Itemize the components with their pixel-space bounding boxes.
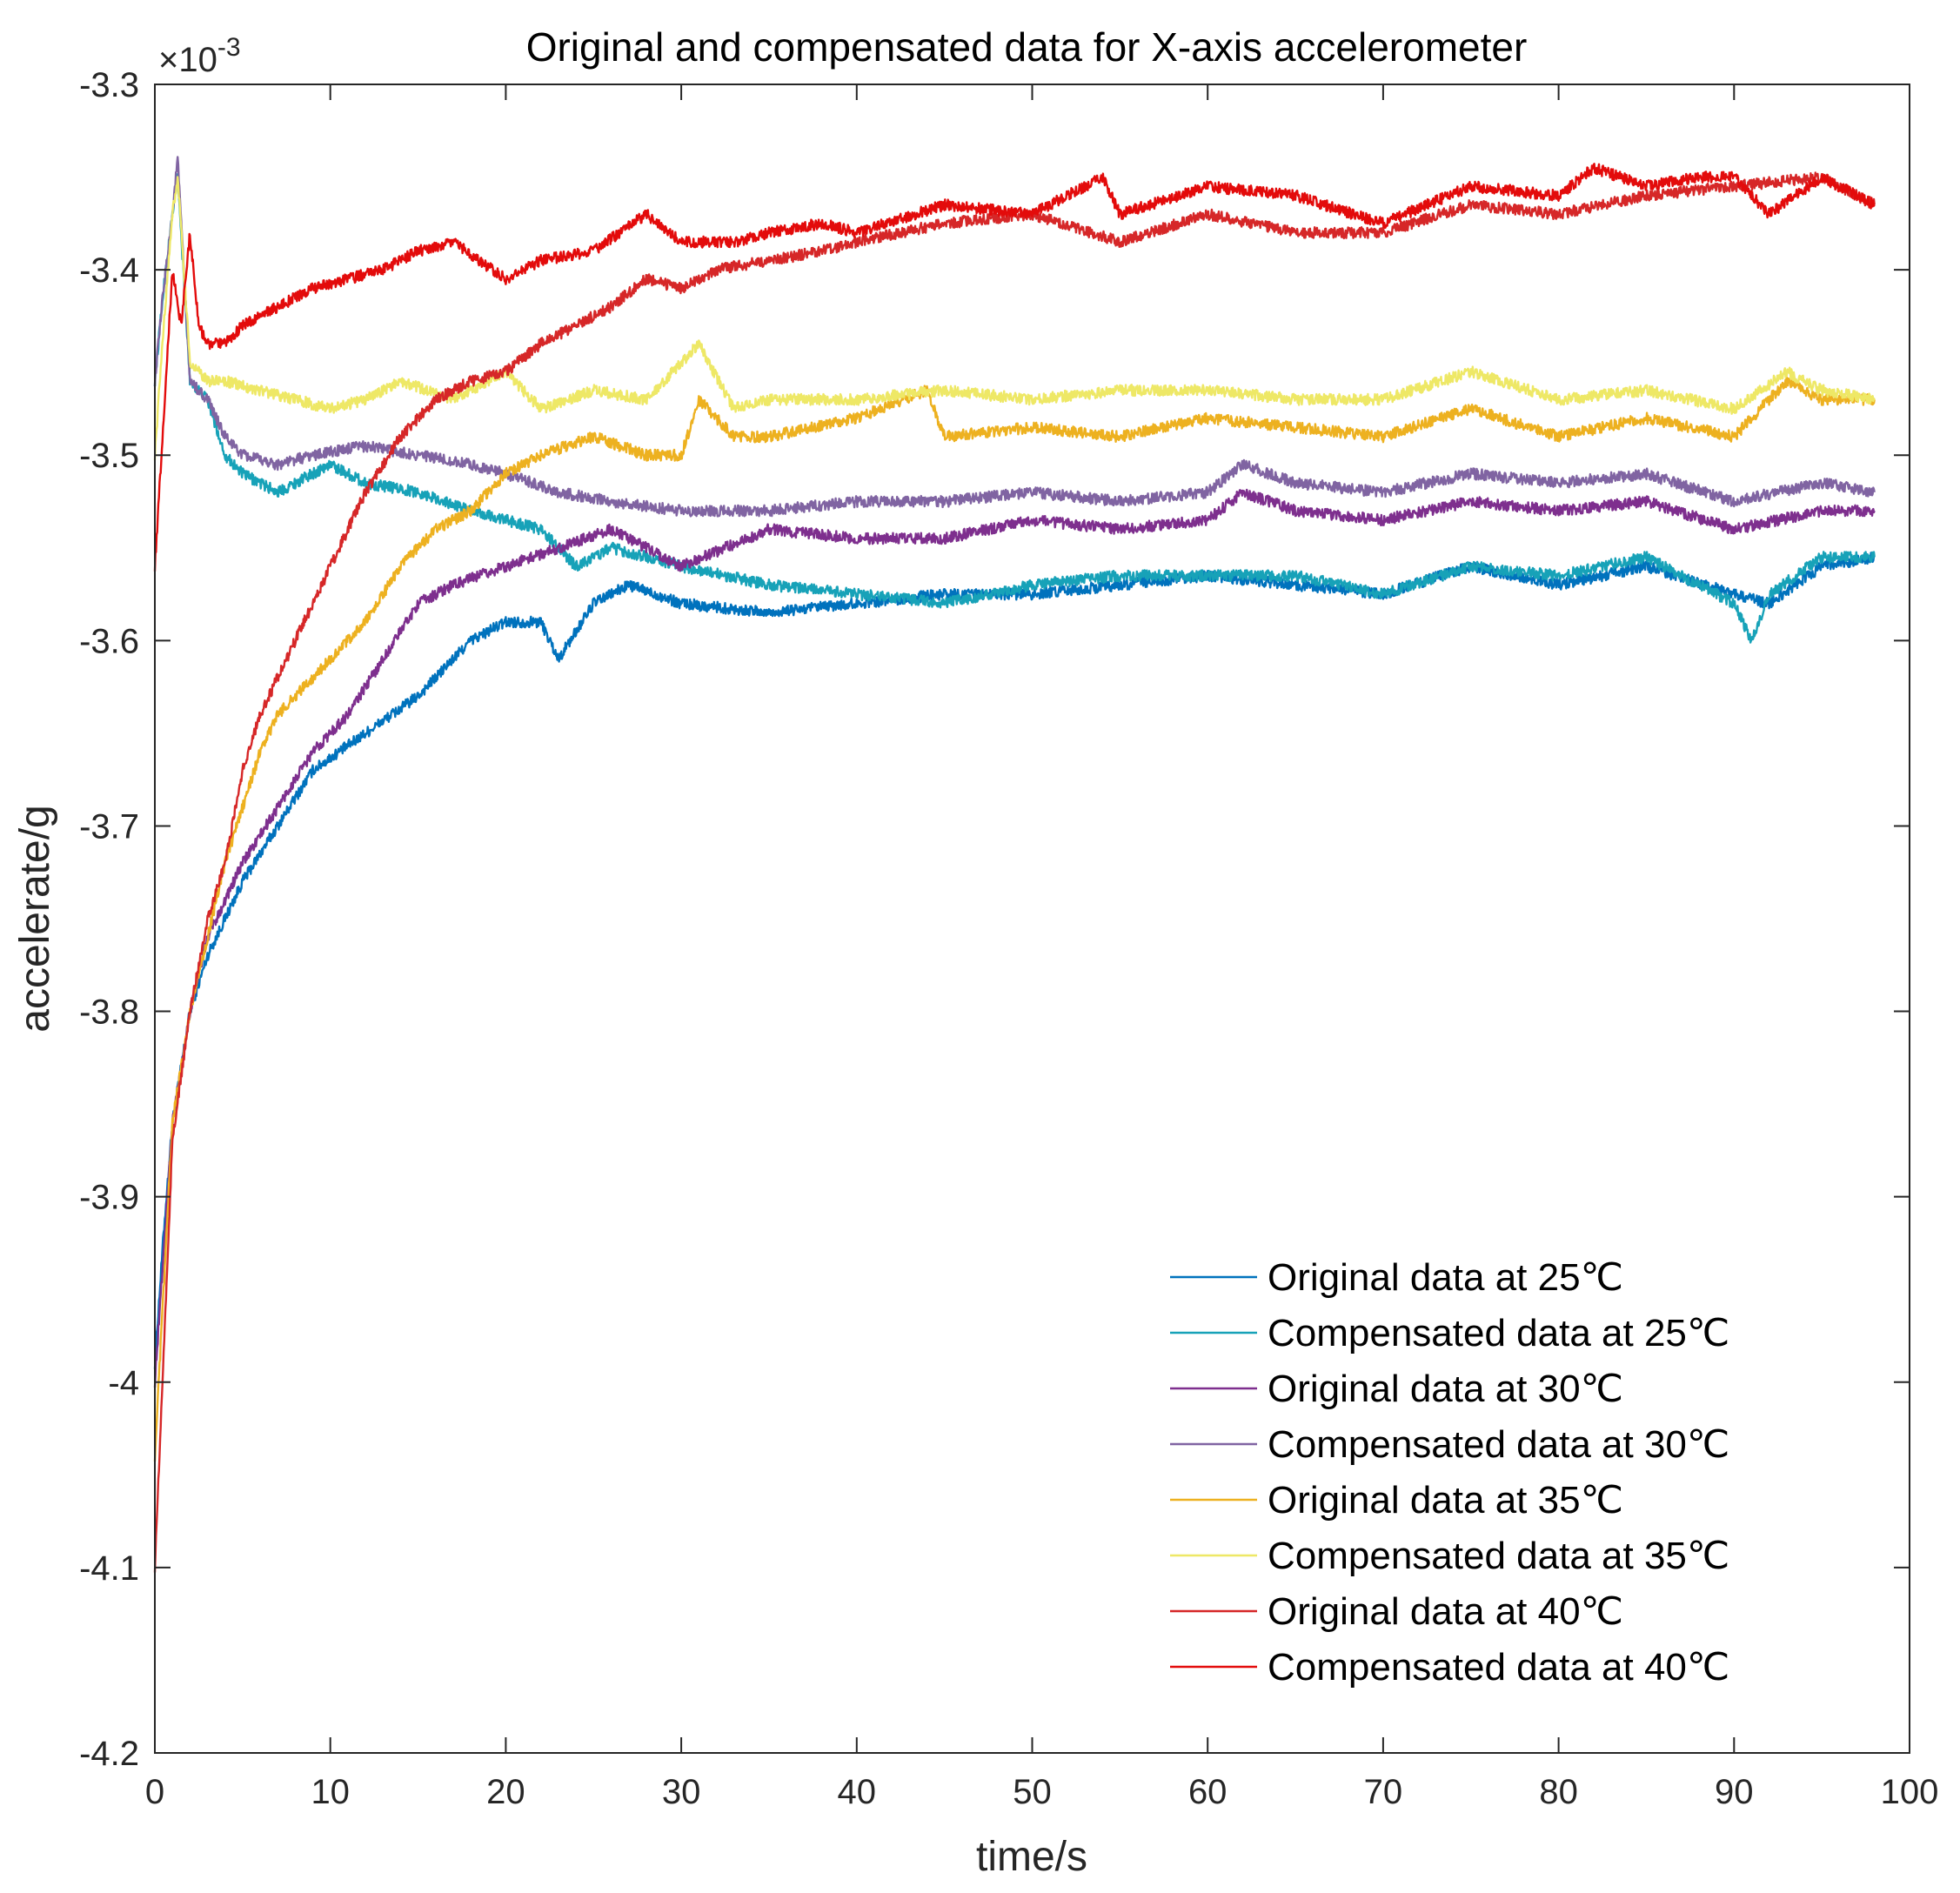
x-tick-label: 100 [1881,1773,1939,1811]
legend-label-1: Original data at 25℃ [1268,1256,1623,1299]
legend: Original data at 25℃ Compensated data at … [1170,1256,1729,1689]
legend-label-3: Original data at 30℃ [1268,1368,1623,1410]
y-tick-label: -3.6 [79,622,139,660]
y-tick-label: -4 [108,1364,139,1402]
x-tick-label: 10 [311,1773,350,1811]
series-line-5 [153,376,1876,1462]
series-line-8 [153,163,1876,572]
legend-label-6: Compensated data at 35℃ [1268,1535,1729,1577]
x-tick-label: 80 [1539,1773,1578,1811]
plot-background [155,84,1910,1753]
legend-label-5: Original data at 35℃ [1268,1479,1623,1522]
y-axis-exponent-power: -3 [217,33,241,62]
y-tick-label: -3.4 [79,251,139,290]
series-line-2 [153,172,1876,644]
legend-label-4: Compensated data at 30℃ [1268,1423,1729,1466]
x-axis-label: time/s [976,1834,1087,1880]
legend-label-2: Compensated data at 25℃ [1268,1312,1729,1355]
y-tick-label: -4.1 [79,1549,139,1588]
y-tick-label: -4.2 [79,1735,139,1773]
x-tick-label: 20 [486,1773,525,1811]
y-tick-label: -3.9 [79,1179,139,1217]
x-tick-label: 30 [662,1773,701,1811]
series-line-4 [153,156,1876,518]
x-tick-label: 70 [1364,1773,1403,1811]
y-tick-label: -3.5 [79,437,139,475]
series-line-3 [153,488,1876,1388]
x-tick-label: 50 [1013,1773,1052,1811]
plot-area [153,84,1910,1754]
series-layer [153,156,1876,1573]
x-tick-label: 40 [838,1773,877,1811]
x-tick-labels: 0 10 20 30 40 50 60 70 80 90 100 [145,1773,1939,1811]
y-tick-labels: -3.3 -3.4 -3.5 -3.6 -3.7 -3.8 -3.9 -4 -4.1 -4.2 [79,66,139,1773]
y-axis-exponent: ×10-3 [158,33,241,79]
chart-title: Original and compensated data for X-axis… [526,24,1528,70]
y-tick-label: -3.8 [79,993,139,1032]
y-axis-exponent-base: ×10 [158,41,217,79]
legend-label-8: Compensated data at 40℃ [1268,1646,1729,1689]
x-tick-label: 60 [1188,1773,1228,1811]
y-tick-label: -3.3 [79,66,139,104]
x-tick-label: 90 [1715,1773,1754,1811]
x-tick-label: 0 [145,1773,164,1811]
y-axis-label: accelerate/g [12,805,58,1033]
ticks-layer [154,84,1910,1754]
legend-label-7: Original data at 40℃ [1268,1590,1623,1633]
y-tick-label: -3.7 [79,807,139,846]
